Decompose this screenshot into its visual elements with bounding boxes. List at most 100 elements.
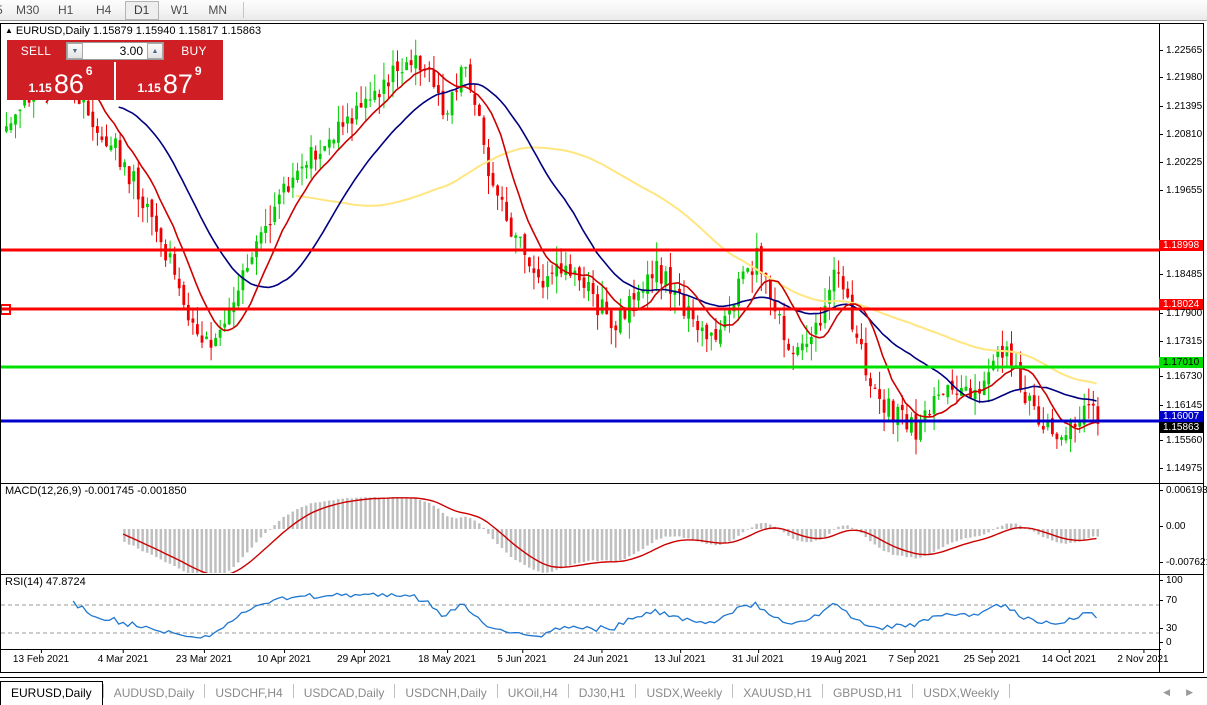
rsi-scale-ticks: 100 70 30 0 — [1159, 574, 1203, 650]
scale-tick-label: 1.18485 — [1159, 269, 1203, 280]
one-click-trading-panel[interactable]: SELL ▼ 3.00 ▲ BUY 1.15 86 6 1.15 87 9 — [7, 40, 223, 100]
price-level-badge[interactable]: 1.18024 — [1159, 299, 1203, 310]
price-chart-svg — [1, 39, 1159, 455]
macd-pane[interactable]: MACD(12,26,9) -0.001745 -0.001850 — [1, 483, 1159, 573]
timeframe-button-h4[interactable]: H4 — [96, 2, 112, 17]
sell-button[interactable]: SELL — [20, 44, 52, 58]
tab-scroll-controls[interactable]: ◀ ▶ — [1163, 687, 1207, 705]
ask-price-fraction: 9 — [194, 64, 202, 78]
tab-divider — [567, 684, 569, 698]
timeframe-button-h1[interactable]: H1 — [58, 2, 74, 17]
chart-tab-usdx-weekly[interactable]: USDX,Weekly — [923, 686, 1000, 700]
chart-tab-eurusd-daily[interactable]: EURUSD,Daily — [0, 681, 103, 705]
chart-tab-usdchf-h4[interactable]: USDCHF,H4 — [215, 686, 283, 700]
tab-divider — [292, 684, 294, 698]
time-axis-label: 18 May 2021 — [418, 649, 476, 665]
bid-price-fraction: 6 — [85, 64, 93, 78]
time-axis-label: 7 Sep 2021 — [888, 649, 940, 665]
volume-input[interactable]: 3.00 — [119, 44, 143, 58]
price-level-badge[interactable]: 1.16007 — [1159, 411, 1203, 422]
buy-button[interactable]: BUY — [181, 44, 207, 58]
rsi-label: RSI(14) 47.8724 — [5, 576, 86, 588]
chart-window[interactable]: ▲ EURUSD,Daily 1.15879 1.15940 1.15817 1.… — [0, 23, 1207, 673]
rsi-pane[interactable]: RSI(14) 47.8724 — [1, 574, 1159, 650]
ask-price-big: 87 — [162, 69, 193, 99]
bid-price-box[interactable]: 1.15 86 6 — [7, 62, 114, 100]
scale-tick-label: 0.006193 — [1159, 485, 1207, 496]
scale-tick-label: 1.20810 — [1159, 129, 1203, 140]
price-pane[interactable] — [1, 38, 1159, 482]
tab-divider — [102, 684, 104, 698]
chart-tab-bar[interactable]: EURUSD,Daily AUDUSD,Daily USDCHF,H4 USDCAD,… — [0, 677, 1207, 705]
chart-tab-usdcnh-daily[interactable]: USDCNH,Daily — [405, 686, 487, 700]
chart-title-bar: ▲ EURUSD,Daily 1.15879 1.15940 1.15817 1.… — [1, 24, 1203, 37]
price-level-badge[interactable]: 1.18998 — [1159, 240, 1203, 251]
ask-price-prefix: 1.15 — [137, 81, 161, 95]
price-scale[interactable]: 1.22565 1.21980 1.21395 1.20810 1.20225 1.196… — [1159, 24, 1207, 672]
chart-tab-dj30-h1[interactable]: DJ30,H1 — [578, 686, 626, 700]
macd-signal-line — [122, 497, 1097, 573]
macd-scale-ticks: 0.006193 0.00 -0.007621 — [1159, 483, 1207, 574]
tab-divider — [496, 684, 498, 698]
chart-tab-usdx-weekly[interactable]: USDX,Weekly — [646, 686, 723, 700]
scale-tick-label: 1.15560 — [1159, 435, 1203, 446]
ma-navy-line — [118, 83, 1097, 403]
scale-tick-label: -0.007621 — [1159, 557, 1207, 568]
horizontal-level-lines — [1, 248, 1159, 423]
tab-scroll-left-icon[interactable]: ◀ — [1163, 687, 1171, 697]
scale-tick-label: 1.17900 — [1159, 308, 1203, 319]
time-axis-label: 23 Mar 2021 — [175, 649, 233, 665]
time-axis-label: 4 Mar 2021 — [97, 649, 149, 665]
chart-title-text: EURUSD,Daily 1.15879 1.15940 1.15817 1.1… — [15, 25, 262, 37]
scale-tick-label: 100 — [1159, 575, 1203, 586]
time-axis-label: 5 Jun 2021 — [497, 649, 547, 665]
ask-price-box[interactable]: 1.15 87 9 — [116, 62, 223, 100]
timeframe-button-m30[interactable]: M30 — [16, 2, 40, 17]
scale-tick-label: 1.16145 — [1159, 400, 1203, 411]
scale-tick-label: 1.21395 — [1159, 101, 1203, 112]
volume-stepper[interactable]: ▼ 3.00 ▲ — [66, 42, 164, 60]
macd-histogram — [123, 497, 1099, 573]
chart-tab-xauusd-h1[interactable]: XAUUSD,H1 — [743, 686, 812, 700]
volume-decrease-icon[interactable]: ▼ — [67, 43, 83, 59]
ma-yellow-line — [295, 146, 1097, 385]
time-axis-label: 31 Jul 2021 — [732, 649, 784, 665]
time-scale[interactable]: 13 Feb 2021 4 Mar 2021 23 Mar 2021 10 Apr 2… — [1, 649, 1169, 672]
chart-tab-audusd-daily[interactable]: AUDUSD,Daily — [113, 686, 195, 700]
timeframe-button-mn[interactable]: MN — [208, 2, 228, 17]
time-axis-label: 13 Feb 2021 — [12, 649, 70, 665]
price-scale-ticks: 1.22565 1.21980 1.21395 1.20810 1.20225 1.196… — [1159, 24, 1203, 482]
scale-tick-label: 1.17315 — [1159, 336, 1203, 347]
collapse-caret-icon[interactable]: ▲ — [5, 26, 13, 35]
scale-tick-label: 1.19655 — [1159, 185, 1203, 196]
rsi-chart-svg — [1, 592, 1159, 639]
tab-divider — [821, 684, 823, 698]
bid-price-prefix: 1.15 — [28, 81, 52, 95]
time-axis-label: 2 Nov 2021 — [1117, 649, 1169, 665]
chart-tab-gbpusd-h1[interactable]: GBPUSD,H1 — [832, 686, 903, 700]
timeframe-button-d1[interactable]: D1 — [124, 0, 159, 20]
bid-price-big: 86 — [53, 69, 84, 99]
macd-chart-svg — [122, 497, 1099, 573]
price-level-badge[interactable]: 1.17010 — [1159, 357, 1203, 368]
chart-tab-usdcad-daily[interactable]: USDCAD,Daily — [303, 686, 385, 700]
rsi-line — [72, 592, 1097, 639]
volume-increase-icon[interactable]: ▲ — [147, 43, 163, 59]
tab-divider — [912, 684, 914, 698]
scale-tick-label: 0 — [1159, 637, 1203, 648]
scale-tick-label: 1.22565 — [1159, 45, 1203, 56]
time-axis-label: 13 Jul 2021 — [654, 649, 706, 665]
price-level-badge[interactable]: 1.15863 — [1159, 422, 1203, 433]
time-axis-label: 24 Jun 2021 — [573, 649, 629, 665]
chart-tab-ukoil-h4[interactable]: UKOil,H4 — [507, 686, 558, 700]
timeframe-button-m5[interactable]: 5 — [0, 1, 7, 20]
scale-tick-label: 1.14975 — [1159, 463, 1203, 474]
time-axis-label: 10 Apr 2021 — [257, 649, 311, 665]
macd-label: MACD(12,26,9) -0.001745 -0.001850 — [5, 485, 187, 497]
quote-row: 1.15 86 6 1.15 87 9 — [7, 62, 223, 100]
tab-scroll-right-icon[interactable]: ▶ — [1186, 687, 1193, 697]
timeframe-button-w1[interactable]: W1 — [170, 2, 189, 17]
time-axis-label: 14 Oct 2021 — [1041, 649, 1097, 665]
candlestick-series — [5, 39, 1100, 455]
